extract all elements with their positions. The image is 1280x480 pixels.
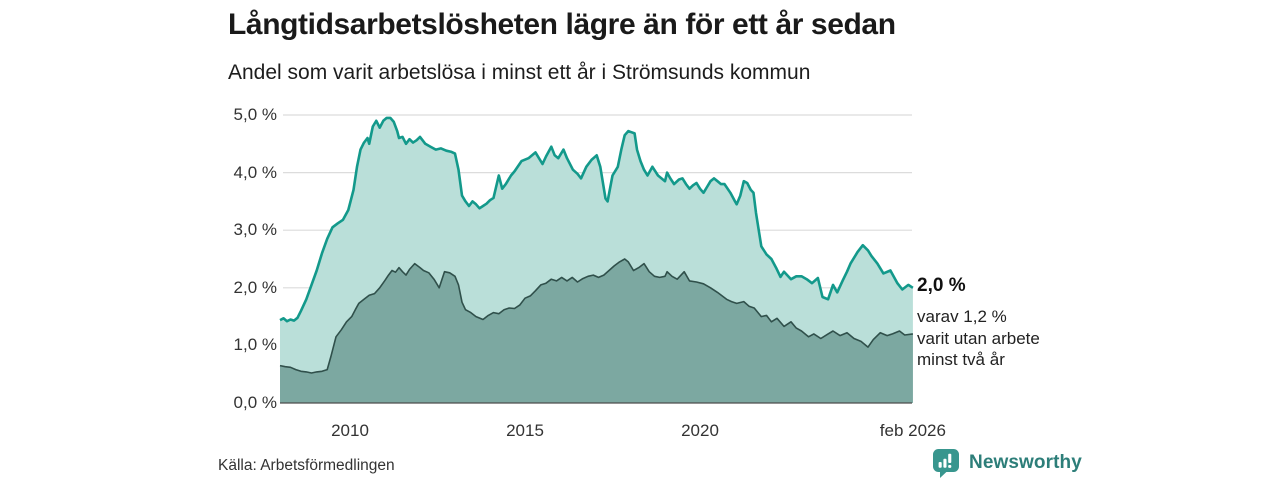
y-tick-label: 5,0 % bbox=[233, 105, 277, 124]
annotation-line: varav 1,2 % bbox=[917, 307, 1007, 326]
line-total-one-year bbox=[279, 116, 914, 323]
series-end-annotation: varav 1,2 % varit utan arbete minst två … bbox=[917, 306, 1067, 371]
newsworthy-logo: Newsworthy bbox=[932, 448, 1082, 478]
area-two-years bbox=[280, 259, 913, 403]
x-tick-label: 2020 bbox=[681, 421, 719, 440]
y-tick-label: 3,0 % bbox=[233, 220, 277, 240]
y-tick-label: 4,0 % bbox=[233, 162, 277, 182]
x-tick-label: 2015 bbox=[506, 421, 544, 440]
brand-wordmark: Newsworthy bbox=[969, 452, 1082, 473]
annotation-line: varit utan arbete bbox=[917, 328, 1040, 348]
source-credit: Källa: Arbetsförmedlingen bbox=[218, 457, 395, 474]
x-tick-label: 2010 bbox=[331, 421, 369, 440]
y-tick-label: 1,0 % bbox=[233, 335, 277, 355]
newsworthy-bubble-chart-icon bbox=[933, 448, 959, 478]
line-two-years bbox=[279, 258, 914, 374]
annotation-line: minst två år bbox=[917, 350, 1005, 369]
x-tick-label: feb 2026 bbox=[879, 421, 946, 440]
page-title: Långtidsarbetslösheten lägre än för ett … bbox=[228, 8, 896, 41]
page-subtitle: Andel som varit arbetslösa i minst ett å… bbox=[228, 61, 811, 84]
series-end-value-label: 2,0 % bbox=[917, 275, 966, 296]
y-tick-label: 2,0 % bbox=[233, 277, 277, 297]
y-tick-label: 0,0 % bbox=[233, 393, 277, 412]
